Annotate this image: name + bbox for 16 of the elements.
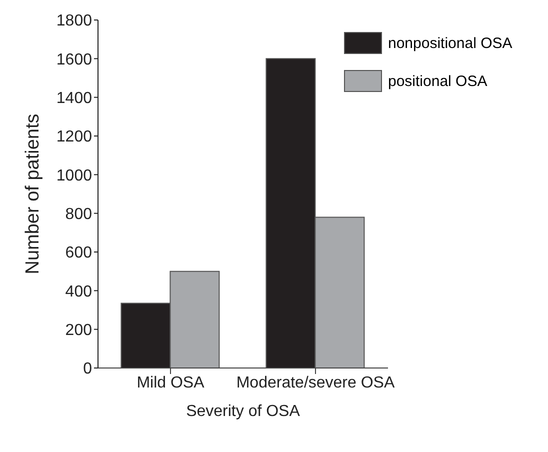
x-tick-label: Moderate/severe OSA <box>236 374 395 392</box>
legend-label: positional OSA <box>388 72 488 90</box>
y-tick-label: 800 <box>65 206 92 224</box>
y-axis-title: Number of patients <box>22 114 44 274</box>
y-tick-label: 1000 <box>56 167 92 184</box>
y-tick-label: 1600 <box>56 51 92 68</box>
y-tick-label: 200 <box>65 322 92 340</box>
y-tick-label: 400 <box>65 283 92 300</box>
x-tick-label: Mild OSA <box>136 374 205 392</box>
y-tick-label: 1400 <box>56 90 92 108</box>
y-tick-label: 600 <box>65 244 92 262</box>
y-tick-label: 1200 <box>56 128 92 146</box>
y-tick-label: 0 <box>83 360 92 378</box>
legend-label: nonpositional OSA <box>388 34 512 52</box>
x-axis-title: Severity of OSA <box>186 403 300 420</box>
y-tick-label: 1800 <box>56 12 92 30</box>
